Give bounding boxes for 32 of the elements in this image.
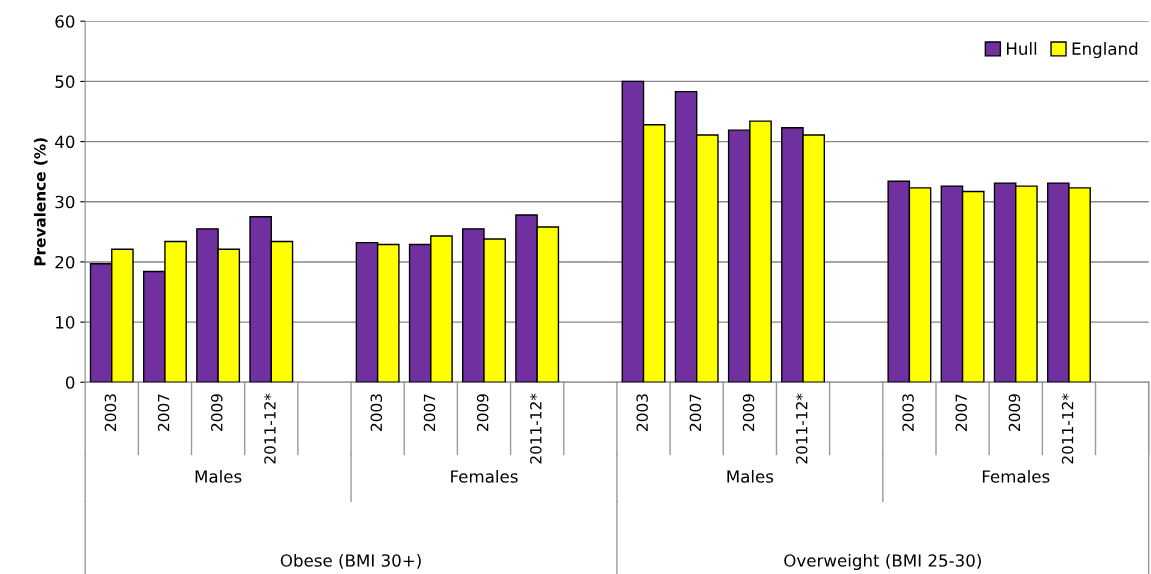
text: Females: [451, 469, 518, 483]
y-tick-label: 40: [55, 135, 75, 149]
x-tick-label: 2011-12*: [264, 393, 276, 464]
y-tick-label: 60: [55, 15, 75, 28]
x-tick-label: 2009: [476, 394, 489, 431]
x-tick-label: 2003: [636, 394, 648, 431]
x-tick-label: 2009: [742, 394, 755, 431]
x-tick-label: 2003: [370, 394, 383, 431]
text: Obese (BMI 30+): [280, 553, 421, 569]
y-tick-label: 50: [55, 75, 75, 88]
y-tick-label: 30: [55, 195, 75, 209]
x-tick-label: 2007: [955, 394, 968, 431]
x-tick-label: 2007: [423, 394, 436, 431]
y-tick-label: 20: [55, 255, 75, 269]
y-tick-label: 10: [56, 316, 75, 329]
x-tick-label: 2011-12*: [795, 393, 808, 464]
legend-label: Hull: [1006, 42, 1037, 55]
text: Females: [982, 469, 1050, 483]
x-tick-label: 2009: [210, 394, 223, 431]
x-tick-label: 2009: [1008, 394, 1021, 431]
x-tick-label: 2011-12*: [530, 393, 542, 464]
x-tick-label: 2007: [689, 394, 702, 431]
x-tick-label: 2011-12*: [1061, 393, 1074, 464]
y-axis-title: Prevalence (%): [33, 138, 48, 266]
legend-label: England: [1072, 42, 1138, 59]
x-tick-label: 2003: [902, 394, 914, 431]
x-tick-label: 2007: [157, 394, 170, 431]
y-tick-label: 0: [65, 376, 75, 389]
text: Males: [727, 469, 774, 483]
x-tick-label: 2003: [104, 394, 117, 431]
text: Males: [195, 469, 242, 483]
text: Overweight (BMI 25-30): [784, 553, 981, 571]
